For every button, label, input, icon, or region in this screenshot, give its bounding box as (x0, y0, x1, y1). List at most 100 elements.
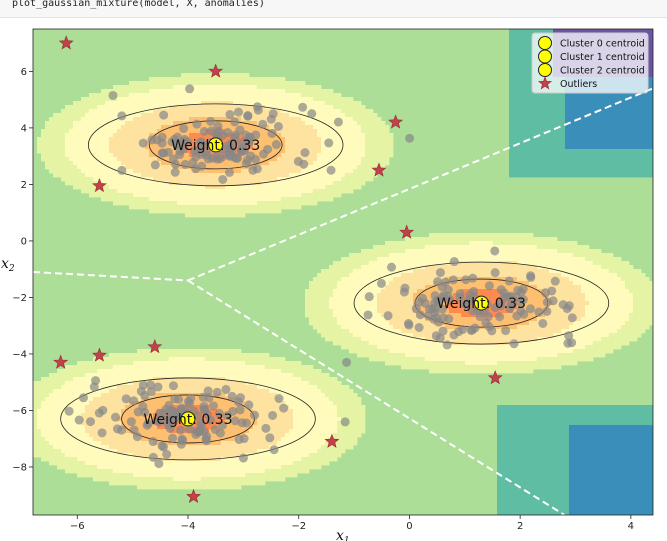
data-point (150, 160, 160, 170)
data-point (132, 432, 142, 442)
data-point (85, 417, 95, 427)
data-point (501, 326, 511, 336)
data-point (154, 459, 164, 469)
data-point (218, 174, 228, 184)
data-point (196, 137, 206, 147)
data-point (177, 434, 187, 444)
data-point (490, 268, 500, 278)
data-point (170, 167, 180, 177)
code-cell[interactable]: plot_gaussian_mixture(model, X, anomalie… (0, 0, 667, 18)
data-point (468, 306, 478, 316)
data-point (223, 128, 233, 138)
data-point (140, 407, 150, 417)
data-point (564, 331, 574, 341)
data-point (206, 126, 216, 136)
data-point (112, 424, 122, 434)
data-point (269, 445, 279, 455)
data-point (298, 102, 308, 112)
data-point (237, 418, 247, 428)
data-point (235, 393, 245, 403)
outlier-star (58, 35, 74, 50)
data-point (146, 380, 156, 390)
data-point (383, 311, 393, 321)
weight-label: Weight: 0.33 (171, 138, 260, 154)
data-point (564, 301, 574, 311)
data-point (490, 246, 500, 256)
data-point (405, 133, 415, 143)
data-point (340, 417, 350, 427)
data-point (505, 304, 515, 314)
data-point (117, 165, 127, 175)
data-point (225, 110, 235, 120)
outlier-star (186, 488, 201, 503)
data-point (429, 314, 439, 324)
data-point (461, 300, 471, 310)
outlier-star (324, 433, 340, 448)
legend-label: Cluster 2 centroid (560, 66, 645, 77)
data-point (430, 291, 440, 301)
data-point (201, 146, 211, 156)
data-point (567, 338, 577, 348)
data-point (108, 90, 118, 100)
data-point (217, 420, 227, 430)
data-point (212, 154, 222, 164)
data-point (157, 138, 167, 148)
x-axis-label-sub: 1 (344, 536, 350, 541)
data-point (110, 412, 120, 422)
data-point (97, 428, 107, 438)
data-point (64, 406, 74, 416)
plot-area: Weight: 0.33 Weight: 0.33 Weight: 0.33 (33, 29, 653, 515)
data-point (238, 453, 248, 463)
data-point (424, 304, 434, 314)
data-point (159, 148, 169, 158)
data-point (170, 159, 180, 169)
data-point (180, 134, 190, 144)
data-point (202, 436, 212, 446)
data-point (159, 408, 169, 418)
data-point (271, 140, 281, 150)
decision-boundary (33, 271, 189, 282)
data-point (437, 304, 447, 314)
data-point (196, 418, 206, 428)
data-point (307, 109, 317, 119)
data-point (279, 403, 289, 413)
data-point (154, 417, 164, 427)
axis-ticks: −6 −4 −2 0 2 4 6 4 2 0 −2 −4 −6 −8 (12, 67, 634, 532)
outlier-star (399, 224, 415, 239)
data-point (541, 288, 551, 298)
legend-marker-centroid (538, 49, 552, 64)
x-tick-label: −2 (291, 521, 306, 532)
contour-line (148, 120, 283, 170)
data-point (550, 276, 560, 286)
data-point (233, 153, 243, 163)
data-point (484, 322, 494, 332)
data-point (483, 312, 493, 322)
data-point (363, 310, 373, 320)
y-axis-label-sub: 2 (8, 264, 15, 274)
data-point (74, 415, 84, 425)
data-point (443, 285, 453, 295)
legend-label: Cluster 0 centroid (560, 39, 645, 50)
data-point (143, 419, 153, 429)
data-point (147, 135, 157, 145)
data-point (475, 312, 485, 322)
x-axis-label: x1 (336, 528, 350, 541)
data-point (495, 312, 505, 322)
data-point (484, 281, 494, 291)
contour-field (33, 29, 653, 515)
data-point (435, 268, 445, 278)
data-point (203, 386, 213, 396)
data-point (138, 138, 148, 148)
data-point (230, 117, 240, 127)
data-point (148, 452, 158, 462)
data-point (236, 145, 246, 155)
outlier-star (91, 177, 107, 193)
data-point (252, 164, 262, 174)
data-point (504, 276, 514, 286)
data-point (534, 307, 544, 317)
data-point (199, 126, 209, 136)
data-point (180, 159, 190, 169)
data-point (342, 357, 352, 367)
outlier-star (208, 63, 224, 78)
